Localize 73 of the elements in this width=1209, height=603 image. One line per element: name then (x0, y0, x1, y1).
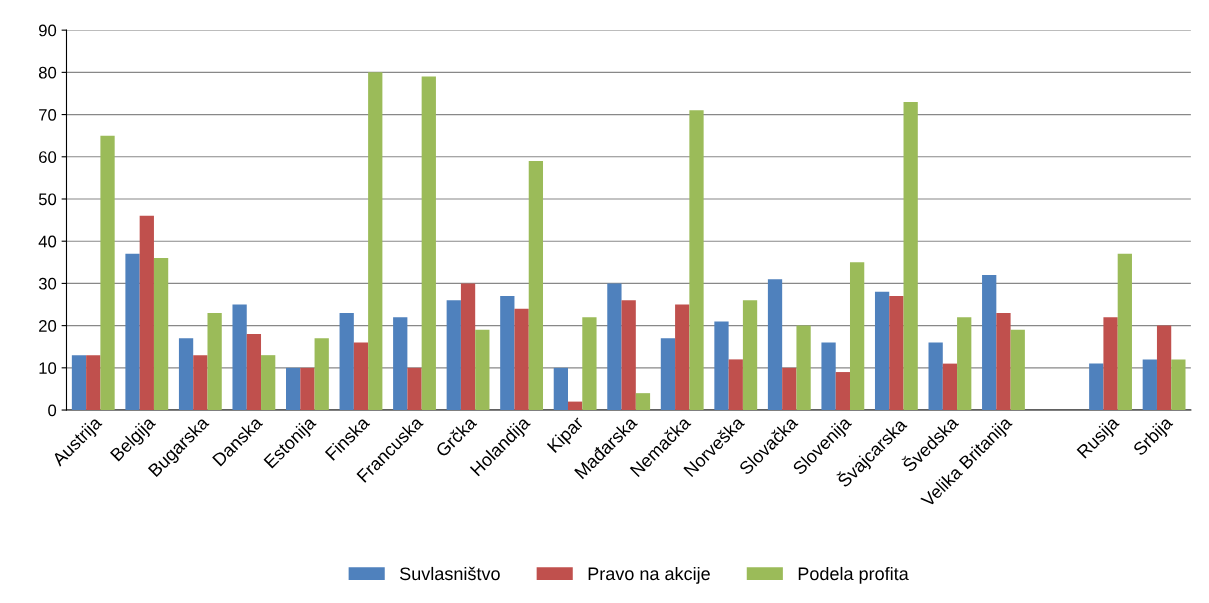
bar (553, 367, 568, 411)
bar (261, 355, 276, 411)
bar (689, 110, 704, 411)
y-tick-label: 0 (48, 404, 57, 417)
bar (353, 342, 369, 411)
bar (368, 72, 383, 411)
bar (1089, 363, 1104, 411)
y-tick-label: 20 (39, 320, 57, 332)
bar (314, 338, 329, 411)
bar (339, 312, 354, 411)
y-tick-label: 70 (39, 108, 57, 121)
bar (728, 359, 743, 411)
bar (86, 355, 101, 411)
bar (821, 342, 836, 411)
bar (660, 338, 676, 411)
bar (71, 355, 87, 411)
bar (1117, 253, 1132, 411)
legend-label: Podela profita (798, 566, 909, 584)
bar (446, 300, 461, 411)
bar (460, 283, 476, 411)
bar (475, 329, 490, 411)
y-tick-label: 60 (39, 151, 57, 163)
y-tick-label: 30 (38, 277, 57, 290)
bar (500, 296, 515, 411)
y-tick-label: 40 (38, 235, 57, 248)
bar (714, 321, 729, 411)
bar (742, 300, 758, 411)
bar (982, 274, 997, 411)
bar (928, 342, 943, 411)
bar (528, 161, 544, 411)
bar (996, 312, 1011, 411)
bar (874, 291, 890, 411)
bar (782, 367, 797, 411)
bar (125, 253, 140, 411)
bar (1156, 325, 1172, 411)
bar (889, 296, 904, 411)
bar (193, 355, 208, 411)
y-tick-label: 50 (38, 193, 57, 206)
bar (942, 363, 958, 411)
bar (849, 262, 865, 411)
bar (1142, 359, 1157, 411)
bar (393, 317, 408, 411)
bar (607, 283, 622, 411)
bar (675, 304, 690, 411)
bar (796, 325, 811, 411)
legend-label: Pravo na akcije (588, 566, 710, 584)
bar (1103, 317, 1118, 411)
bar (421, 76, 436, 411)
bar (514, 308, 529, 411)
bar (1171, 359, 1186, 411)
bar (139, 215, 154, 411)
bar (100, 135, 115, 411)
bar (246, 334, 262, 411)
bar (300, 367, 315, 411)
bar (903, 101, 918, 411)
bar (582, 317, 597, 411)
bar (835, 372, 850, 411)
y-tick-label: 80 (38, 66, 57, 79)
bar (957, 317, 972, 411)
bar (767, 279, 783, 411)
y-tick-label: 10 (39, 362, 57, 375)
bar (407, 367, 422, 411)
bar (232, 304, 247, 411)
bar (286, 367, 301, 411)
bar (1010, 329, 1025, 411)
bar (635, 393, 651, 411)
y-tick-label: 90 (39, 24, 57, 37)
bar (568, 401, 583, 411)
bar (621, 300, 636, 411)
bar (207, 312, 222, 411)
legend-label: Suvlasništvo (400, 566, 500, 581)
bar (178, 338, 194, 411)
bar (153, 258, 169, 411)
